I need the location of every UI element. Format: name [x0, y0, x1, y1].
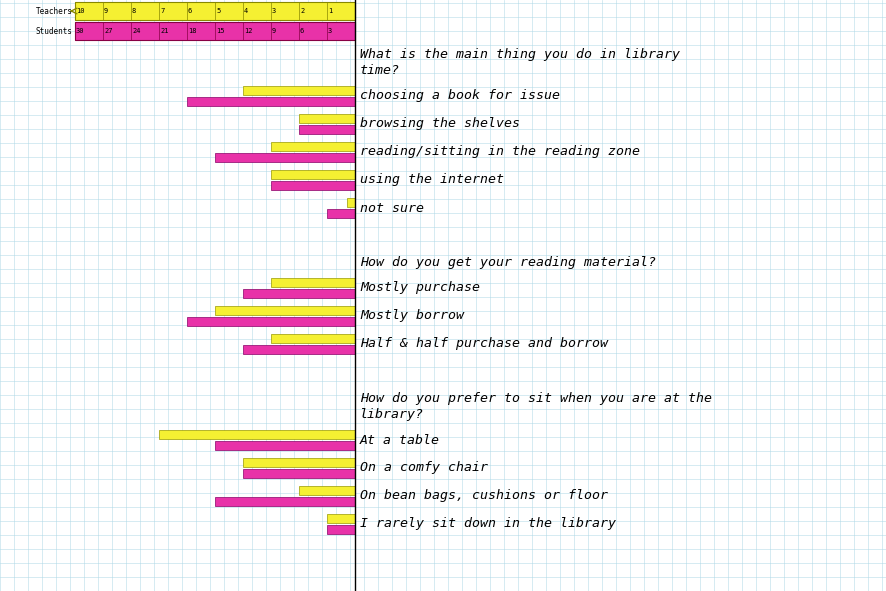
Bar [243, 458, 355, 467]
Text: 27: 27 [104, 28, 113, 34]
Text: 8: 8 [132, 8, 136, 14]
Bar [215, 306, 355, 315]
Text: browsing the shelves: browsing the shelves [360, 118, 520, 131]
Text: Teachers: Teachers [36, 7, 73, 15]
Text: 4: 4 [244, 8, 248, 14]
Text: Half & half purchase and borrow: Half & half purchase and borrow [360, 337, 608, 350]
Text: 18: 18 [188, 28, 197, 34]
Text: How do you get your reading material?: How do you get your reading material? [360, 256, 656, 269]
Bar [271, 278, 355, 287]
Text: On bean bags, cushions or floor: On bean bags, cushions or floor [360, 489, 608, 502]
Text: At a table: At a table [360, 434, 440, 446]
Text: choosing a book for issue: choosing a book for issue [360, 89, 560, 102]
Bar [243, 469, 355, 478]
Bar [75, 22, 355, 40]
Text: 3: 3 [272, 8, 276, 14]
Bar [327, 514, 355, 523]
Text: Mostly purchase: Mostly purchase [360, 281, 480, 294]
Text: 30: 30 [76, 28, 84, 34]
Text: 5: 5 [216, 8, 221, 14]
Bar [271, 170, 355, 179]
Bar [243, 289, 355, 298]
Bar [346, 198, 355, 207]
Bar [187, 97, 355, 106]
Text: library?: library? [360, 408, 424, 421]
Bar [215, 497, 355, 506]
Bar [243, 345, 355, 354]
Text: 12: 12 [244, 28, 253, 34]
Text: On a comfy chair: On a comfy chair [360, 462, 488, 475]
Text: 10: 10 [76, 8, 84, 14]
Bar [187, 317, 355, 326]
Bar [271, 181, 355, 190]
Bar [271, 334, 355, 343]
Bar [299, 114, 355, 123]
Text: 2: 2 [300, 8, 304, 14]
Text: not sure: not sure [360, 202, 424, 215]
Bar [243, 86, 355, 95]
Bar [327, 209, 355, 218]
Text: using the internet: using the internet [360, 174, 504, 187]
Bar [327, 525, 355, 534]
Text: 15: 15 [216, 28, 224, 34]
Text: 7: 7 [160, 8, 164, 14]
Text: 6: 6 [300, 28, 304, 34]
Bar [299, 125, 355, 134]
Text: reading/sitting in the reading zone: reading/sitting in the reading zone [360, 145, 640, 158]
Text: time?: time? [360, 64, 400, 77]
Text: 21: 21 [160, 28, 168, 34]
Text: Students: Students [36, 27, 73, 35]
Text: What is the main thing you do in library: What is the main thing you do in library [360, 48, 680, 61]
Text: How do you prefer to sit when you are at the: How do you prefer to sit when you are at… [360, 392, 712, 405]
Bar [75, 2, 355, 20]
Bar [271, 142, 355, 151]
Bar [299, 486, 355, 495]
Text: 9: 9 [104, 8, 108, 14]
Text: 9: 9 [272, 28, 276, 34]
Text: I rarely sit down in the library: I rarely sit down in the library [360, 518, 616, 531]
Text: 24: 24 [132, 28, 141, 34]
Text: 3: 3 [328, 28, 332, 34]
Bar [215, 441, 355, 450]
Bar [215, 153, 355, 162]
Text: 1: 1 [328, 8, 332, 14]
Bar [159, 430, 355, 439]
Text: 6: 6 [188, 8, 192, 14]
Text: Mostly borrow: Mostly borrow [360, 310, 464, 323]
